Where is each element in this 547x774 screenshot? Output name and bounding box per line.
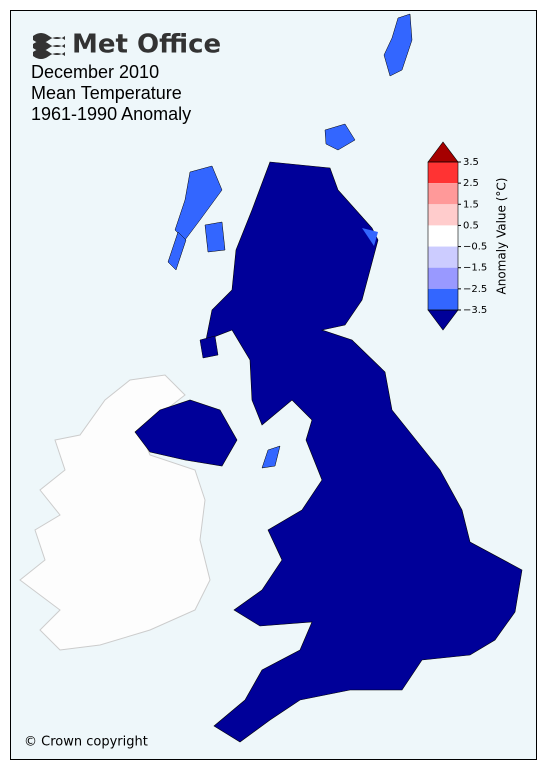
- colorbar-tick-label: −3.5: [463, 305, 487, 316]
- region-patch: [362, 228, 378, 246]
- colorbar-tick-label: 2.5: [463, 178, 479, 189]
- logo-text: Met Office: [72, 30, 221, 60]
- colorbar-bin: [428, 225, 458, 247]
- hebrides: [174, 165, 223, 241]
- great-britain: [205, 161, 523, 743]
- colorbar-outline: [427, 161, 459, 311]
- colorbar-bin: [428, 246, 458, 268]
- hebrides-south: [167, 231, 187, 271]
- skye: [204, 221, 226, 253]
- colorbar-tick-label: 3.5: [463, 157, 479, 168]
- colorbar-bin: [428, 162, 458, 184]
- colorbar-tick-label: −1.5: [463, 263, 487, 274]
- colorbar-bin: [428, 267, 458, 289]
- title-line: December 2010: [31, 62, 159, 82]
- title-line: 1961-1990 Anomaly: [31, 104, 191, 124]
- island: [199, 335, 219, 359]
- colorbar-bin: [428, 204, 458, 226]
- colorbar-bin: [428, 183, 458, 205]
- logo-icon: [33, 33, 65, 59]
- orkney: [324, 123, 356, 151]
- colorbar-tick-label: 1.5: [463, 199, 479, 210]
- colorbar-tick-label: −0.5: [463, 242, 487, 253]
- ireland: [19, 374, 211, 651]
- colorbar-label: Anomaly Value (°C): [495, 178, 509, 295]
- northern-ireland: [134, 399, 238, 467]
- colorbar-bin: [428, 288, 458, 310]
- shetland: [383, 13, 413, 77]
- colorbar-tick-label: −2.5: [463, 284, 487, 295]
- colorbar: 3.5 2.5 1.5 0.5 −0.5 −1.5 −2.5 −3.5: [427, 141, 487, 331]
- title-line: Mean Temperature: [31, 83, 182, 103]
- colorbar-tick-label: 0.5: [463, 220, 479, 231]
- copyright: © Crown copyright: [24, 735, 148, 750]
- isle-of-man: [261, 445, 281, 469]
